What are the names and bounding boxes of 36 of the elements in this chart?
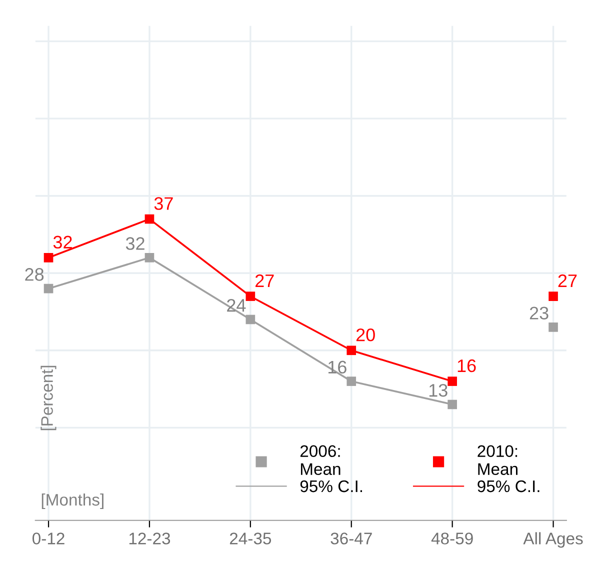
x-axis-title: [Months] — [42, 493, 104, 509]
data-label: 23 — [530, 306, 548, 320]
annotation: 95% C.I. — [300, 480, 362, 492]
data-label: 16 — [328, 360, 346, 374]
legend-label: 2010: Mean — [478, 445, 518, 475]
point — [346, 376, 356, 386]
point — [448, 400, 457, 410]
data-label: 32 — [53, 236, 72, 249]
x-tick-label: 12-23 — [129, 532, 170, 544]
point — [548, 292, 558, 301]
x-tick-label: 24-35 — [230, 532, 272, 544]
point — [144, 253, 154, 262]
point — [246, 314, 256, 324]
data-label: 20 — [356, 328, 375, 342]
data-label: 37 — [154, 197, 173, 210]
legend-label: 2006: Mean — [300, 445, 340, 475]
annotation: 95% C.I. — [478, 480, 540, 492]
point — [448, 376, 457, 386]
point — [346, 346, 356, 356]
data-label: 27 — [256, 274, 274, 288]
data-label: 28 — [25, 268, 44, 281]
point — [144, 214, 154, 224]
x-tick-label: 48-59 — [431, 532, 473, 544]
point — [548, 322, 558, 332]
data-label: 27 — [558, 274, 577, 288]
data-label: 13 — [429, 384, 448, 397]
point — [44, 284, 54, 294]
x-tick-label: 0-12 — [32, 532, 64, 544]
point — [44, 253, 54, 262]
data-label: 32 — [126, 237, 144, 250]
point — [246, 292, 256, 301]
y-axis-title: [Percent] — [40, 366, 56, 430]
data-label: 16 — [458, 359, 476, 372]
x-tick-label: All Ages — [523, 532, 583, 548]
x-tick-label: 36-47 — [330, 532, 372, 544]
data-label: 24 — [227, 298, 246, 312]
